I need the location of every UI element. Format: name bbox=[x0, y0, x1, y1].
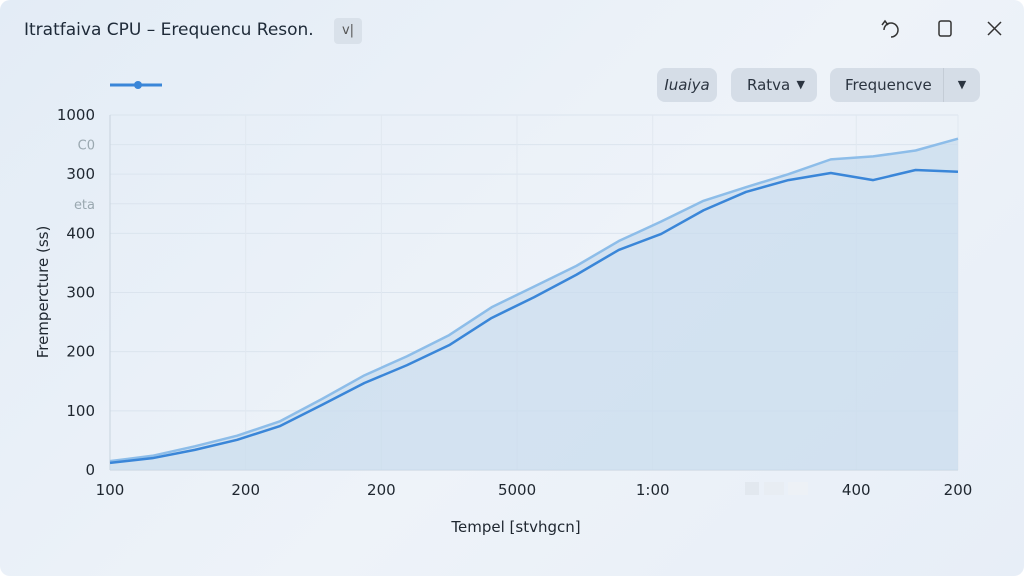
dropdown-arrow: ▼ bbox=[943, 68, 980, 102]
y-tick-label: C0 bbox=[78, 139, 95, 154]
maximize-button[interactable] bbox=[938, 20, 952, 37]
title-dropdown[interactable]: v| bbox=[334, 18, 362, 44]
line-series bbox=[109, 168, 959, 465]
x-axis-label: Tempel [stvhgcn] bbox=[450, 518, 580, 536]
placeholder-block bbox=[764, 482, 784, 495]
dropdown-label: Ratva bbox=[747, 76, 791, 94]
toolbar-dropdown[interactable]: Frequencve ▼ bbox=[830, 68, 980, 102]
line-series bbox=[109, 137, 959, 463]
y-tick-label: 300 bbox=[66, 165, 95, 183]
restore-button[interactable] bbox=[883, 22, 899, 38]
y-axis-label: Frempercture (ss) bbox=[34, 226, 52, 359]
dropdown-arrow: ▼ bbox=[796, 78, 805, 91]
toolbar-button[interactable]: Iuaiya bbox=[657, 68, 717, 102]
restore-arrow bbox=[881, 19, 889, 26]
y-tick-label: 1000 bbox=[57, 106, 95, 124]
y-tick-label: 200 bbox=[66, 343, 95, 361]
y-tick-label: eta bbox=[74, 198, 95, 213]
x-tick-label: 200 bbox=[231, 481, 260, 499]
legend-dot bbox=[134, 81, 142, 89]
x-tick-label: 100 bbox=[96, 481, 125, 499]
window-controls bbox=[881, 19, 1002, 38]
placeholder-block bbox=[745, 482, 759, 495]
x-tick-label: 1:00 bbox=[636, 481, 670, 499]
dropdown-label: Frequencve bbox=[845, 76, 932, 94]
x-tick-label: 200 bbox=[944, 481, 973, 499]
x-tick-label: 5000 bbox=[498, 481, 536, 499]
placeholder-block bbox=[788, 482, 808, 495]
window-title: Itratfaiva CPU – Erequencu Reson. bbox=[24, 20, 314, 40]
y-tick-label: 300 bbox=[66, 284, 95, 302]
area bbox=[110, 138, 958, 470]
close-button[interactable] bbox=[987, 21, 1002, 36]
y-tick-label: 100 bbox=[66, 402, 95, 420]
x-tick-label: 200 bbox=[367, 481, 396, 499]
toolbar-dropdown[interactable]: Ratva ▼ bbox=[731, 68, 817, 102]
y-tick-label: 0 bbox=[85, 461, 95, 479]
x-tick-label: 400 bbox=[842, 481, 871, 499]
y-tick-label: 400 bbox=[66, 224, 95, 242]
